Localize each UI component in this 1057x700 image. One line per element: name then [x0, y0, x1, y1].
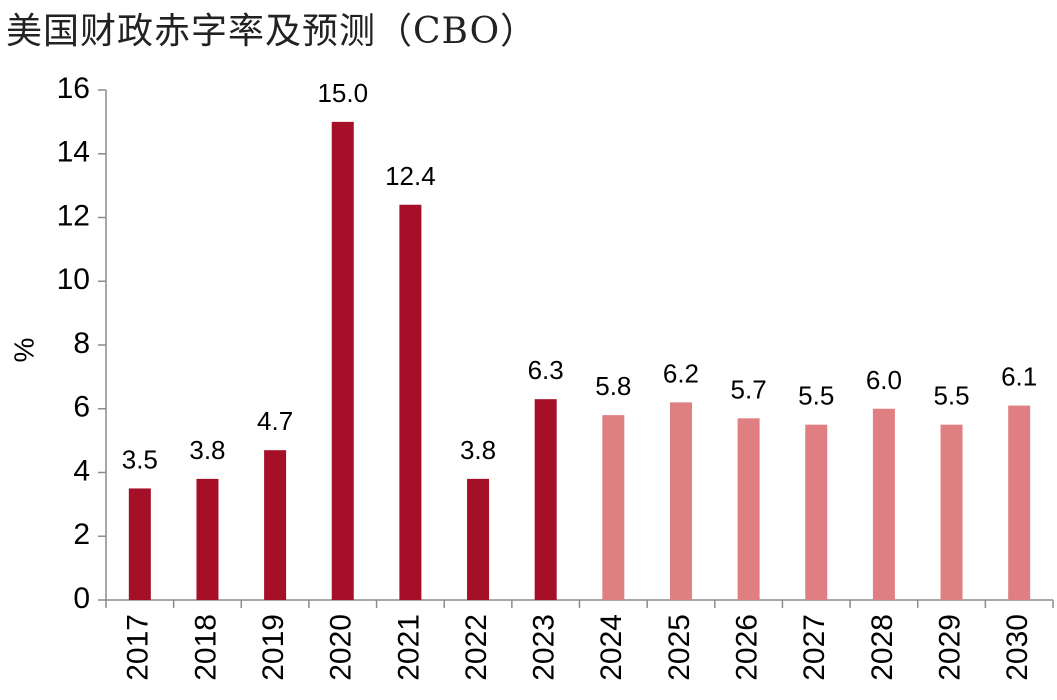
- x-tick-label-2028: 2028: [866, 614, 899, 681]
- x-tick-label-2030: 2030: [1001, 614, 1034, 681]
- x-tick-label-2023: 2023: [528, 614, 561, 681]
- y-tick-label: 8: [73, 327, 90, 360]
- bar-2026: [737, 418, 760, 600]
- data-label-2029: 5.5: [933, 381, 969, 411]
- data-label-2018: 3.8: [189, 435, 225, 465]
- y-tick-label: 10: [57, 263, 90, 296]
- x-tick-label-2017: 2017: [122, 614, 155, 681]
- bar-2028: [872, 408, 895, 600]
- bar-2024: [602, 415, 625, 600]
- bar-2018: [196, 478, 219, 600]
- x-tick-label-2024: 2024: [595, 614, 628, 681]
- bar-2030: [1008, 405, 1031, 600]
- data-label-2027: 5.5: [798, 381, 834, 411]
- bar-2025: [669, 402, 692, 600]
- bars: [128, 121, 1031, 600]
- bar-2022: [467, 478, 490, 600]
- bar-2029: [940, 424, 963, 600]
- data-label-2023: 6.3: [528, 355, 564, 385]
- x-tick-label-2026: 2026: [731, 614, 764, 681]
- data-label-2022: 3.8: [460, 435, 496, 465]
- data-label-2028: 6.0: [866, 365, 902, 395]
- bar-2019: [264, 450, 287, 600]
- bar-2023: [534, 399, 557, 600]
- x-axis: 2017 2018 2019 2020 2021 2022 2023 2024 2025 2026…: [105, 599, 1054, 681]
- y-tick-label: 0: [73, 582, 90, 615]
- y-tick-label: 16: [57, 72, 90, 105]
- x-tick-label-2027: 2027: [798, 614, 831, 681]
- y-tick-label: 6: [73, 391, 90, 424]
- bar-2020: [331, 121, 354, 600]
- x-tick-label-2018: 2018: [189, 614, 222, 681]
- data-label-2019: 4.7: [257, 406, 293, 436]
- y-tick-label: 2: [73, 518, 90, 551]
- y-axis: 0 2 4 6 8 10 12 14 16: [57, 72, 107, 615]
- x-tick-label-2020: 2020: [325, 614, 358, 681]
- data-label-2021: 12.4: [385, 161, 436, 191]
- y-tick-label: 12: [57, 199, 90, 232]
- bar-2021: [399, 204, 422, 600]
- data-label-2026: 5.7: [731, 374, 767, 404]
- y-axis-label: %: [8, 338, 39, 363]
- x-tick-label-2029: 2029: [933, 614, 966, 681]
- data-label-2017: 3.5: [122, 444, 158, 474]
- data-label-2030: 6.1: [1001, 362, 1037, 392]
- data-label-2020: 15.0: [317, 78, 368, 108]
- x-tick-label-2025: 2025: [663, 614, 696, 681]
- bar-2017: [128, 488, 151, 600]
- x-tick-label-2019: 2019: [257, 614, 290, 681]
- data-label-2024: 5.8: [595, 371, 631, 401]
- x-tick-label-2022: 2022: [460, 614, 493, 681]
- chart-title: 美国财政赤字率及预测（CBO）: [6, 11, 538, 52]
- data-label-2025: 6.2: [663, 358, 699, 388]
- x-tick-label-2021: 2021: [392, 614, 425, 681]
- data-labels: 3.5 3.8 4.7 15.0 12.4 3.8 6.3 5.8 6.2 5.7 5.5 6.0 5.…: [122, 78, 1038, 475]
- y-tick-label: 14: [57, 136, 90, 169]
- y-tick-label: 4: [73, 454, 90, 487]
- bar-2027: [805, 424, 828, 600]
